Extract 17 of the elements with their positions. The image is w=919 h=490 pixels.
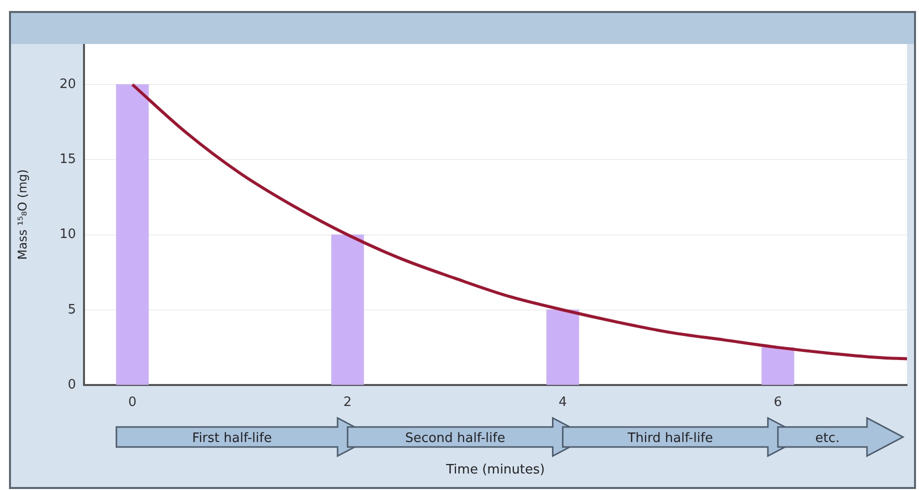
x-tick-label: 6 — [774, 395, 782, 410]
bar — [331, 234, 364, 385]
x-axis-title: Time (minutes) — [445, 462, 545, 478]
line-series — [130, 83, 907, 360]
x-tick-label: 0 — [128, 395, 137, 410]
y-tick-label: 10 — [59, 227, 76, 242]
y-tick-label: 15 — [59, 152, 76, 168]
bar — [546, 310, 580, 385]
x-tick-label: 2 — [343, 395, 352, 410]
y-axis-title: Mass ¹⁵₈O (mg) — [15, 169, 30, 260]
x-tick-label: 4 — [558, 395, 567, 410]
y-tick-label: 0 — [68, 377, 76, 392]
bar — [116, 84, 149, 385]
y-tick-label: 5 — [68, 302, 76, 318]
y-tick-label: 20 — [59, 76, 76, 92]
bar — [762, 347, 794, 385]
arrow: etc. — [777, 416, 905, 458]
